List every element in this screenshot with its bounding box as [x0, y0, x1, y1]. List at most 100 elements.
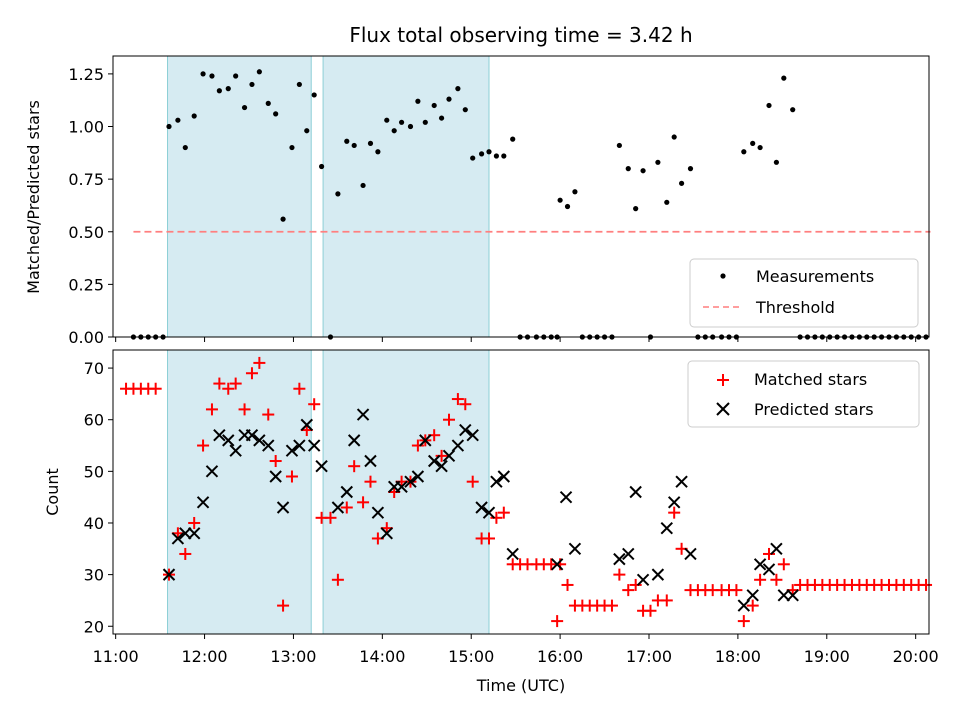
- predicted-star-point: [435, 459, 448, 473]
- predicted-star-point: [490, 475, 503, 488]
- measurement-point: [438, 115, 445, 121]
- top-shaded-intervals: [167, 55, 490, 338]
- x-tick-label: 15:00: [448, 647, 494, 666]
- bottom-shaded-intervals: [167, 349, 490, 635]
- predicted-star-point: [262, 439, 275, 452]
- measurement-point: [773, 159, 780, 165]
- x-tick-label: 12:00: [182, 647, 228, 666]
- predicted-star-point: [229, 444, 242, 457]
- measurement-point: [486, 149, 492, 155]
- x-tick-label: 20:00: [893, 647, 939, 666]
- x-axis-label: Time (UTC): [476, 676, 565, 695]
- matched-star-point: [308, 398, 321, 411]
- matched-star-point: [629, 578, 642, 591]
- predicted-star-point: [459, 423, 472, 437]
- matched-star-point: [622, 584, 635, 597]
- matched-star-point: [293, 382, 306, 395]
- predicted-star-point: [380, 527, 393, 540]
- measurement-point: [391, 128, 397, 134]
- y-tick-label: 70: [84, 359, 104, 378]
- predicted-star-point: [315, 459, 328, 473]
- matched-star-point: [770, 573, 783, 586]
- predicted-star-point: [245, 428, 259, 442]
- matched-star-point: [483, 532, 495, 545]
- matched-star-point: [245, 367, 258, 380]
- bottom-axes-frame: [112, 349, 930, 635]
- legend-predicted-marker: [716, 402, 730, 416]
- predicted-star-point: [475, 501, 488, 514]
- matched-star-point: [229, 377, 242, 390]
- shaded-interval: [322, 55, 490, 338]
- predicted-star-point: [371, 506, 385, 519]
- matched-star-point: [222, 382, 235, 395]
- predicted-star-point: [506, 547, 519, 561]
- y-tick-label: 60: [84, 411, 104, 430]
- measurement-point: [296, 81, 302, 88]
- measurement-point: [344, 138, 350, 144]
- x-tick-label: 18:00: [715, 647, 761, 666]
- matched-star-point: [660, 594, 673, 607]
- measurement-point: [407, 123, 414, 130]
- matched-star-point: [348, 460, 361, 473]
- matched-star-point: [777, 558, 790, 571]
- predicted-star-point: [770, 542, 783, 556]
- matched-star-point: [459, 398, 472, 411]
- x-tick-label: 19:00: [804, 647, 850, 666]
- predicted-star-point: [269, 470, 282, 483]
- matched-star-point: [188, 516, 201, 529]
- predicted-star-point: [482, 506, 496, 519]
- matched-star-point: [644, 604, 657, 617]
- matched-star-point: [357, 496, 370, 509]
- measurement-point: [557, 197, 563, 203]
- predicted-star-point: [667, 496, 681, 509]
- measurement-point: [182, 144, 188, 151]
- predicted-star-point: [307, 439, 321, 452]
- measurement-point: [265, 100, 271, 106]
- top-axes-frame: [112, 55, 930, 338]
- x-tick-label: 17:00: [626, 647, 672, 666]
- bottom-legend-box: [687, 360, 920, 428]
- predicted-star-point: [568, 542, 582, 556]
- measurement-point: [225, 86, 231, 92]
- predicted-star-point: [651, 568, 665, 581]
- matched-star-point: [364, 475, 377, 488]
- matched-star-point: [490, 511, 503, 524]
- measurement-point: [415, 98, 421, 104]
- matched-star-point: [205, 403, 218, 416]
- predicted-star-point: [205, 465, 219, 478]
- measurement-point: [655, 159, 661, 165]
- measurement-point: [166, 123, 172, 130]
- matched-star-point: [340, 501, 353, 514]
- y-tick-label: 0.50: [68, 223, 104, 242]
- matched-star-point: [331, 573, 344, 586]
- predicted-star-point: [427, 454, 441, 468]
- predicted-star-point: [364, 454, 377, 468]
- y-tick-label: 40: [84, 514, 104, 533]
- predicted-star-point: [451, 439, 465, 452]
- predicted-star-point: [253, 434, 266, 447]
- predicted-star-point: [171, 532, 185, 545]
- x-tick-label: 16:00: [537, 647, 583, 666]
- predicted-star-point: [636, 573, 650, 586]
- matched-star-point: [551, 615, 564, 628]
- matched-star-point: [285, 470, 298, 483]
- matched-star-point: [730, 584, 743, 597]
- measurement-point: [766, 102, 772, 109]
- y-tick-label: 0.00: [68, 328, 104, 347]
- predicted-star-point: [559, 490, 573, 504]
- measurement-point: [351, 142, 357, 149]
- legend-matched-marker: [717, 374, 729, 386]
- predicted-star-point: [222, 434, 235, 447]
- legend-measurements-marker: [720, 273, 726, 279]
- measurement-point: [360, 182, 366, 189]
- predicted-star-point: [187, 527, 201, 540]
- predicted-star-point: [356, 408, 370, 421]
- matched-star-point: [737, 615, 750, 628]
- measurement-point: [384, 117, 390, 123]
- measurement-point: [470, 155, 476, 161]
- measurement-point: [564, 203, 571, 210]
- matched-star-point: [497, 506, 510, 519]
- measurement-point: [678, 180, 685, 186]
- measurement-point: [572, 189, 578, 195]
